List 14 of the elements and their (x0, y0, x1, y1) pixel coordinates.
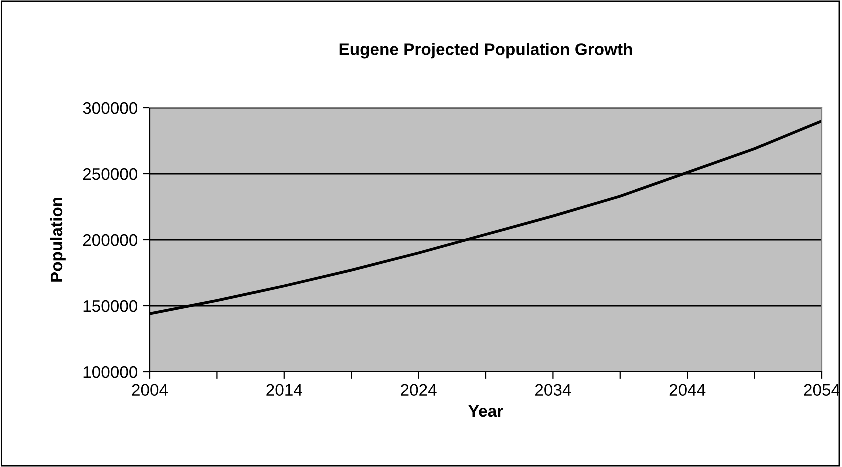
y-axis-title: Population (50, 198, 66, 282)
y-tick-label: 200000 (83, 234, 138, 246)
x-tick-label: 2014 (266, 384, 302, 396)
x-tick-label: 2034 (536, 384, 572, 396)
x-tick-label: 2044 (670, 384, 706, 396)
y-tick-label: 300000 (83, 102, 138, 114)
y-tick-label: 100000 (84, 366, 138, 378)
y-tick-label: 150000 (84, 300, 138, 312)
y-tick-label: 250000 (83, 168, 138, 180)
chart-title: Eugene Projected Population Growth (340, 43, 632, 59)
x-tick-label: 2004 (132, 384, 168, 396)
x-tick-label: 2054 (804, 384, 840, 396)
x-tick-label: 2024 (401, 384, 437, 396)
x-axis-title: Year (468, 406, 504, 418)
